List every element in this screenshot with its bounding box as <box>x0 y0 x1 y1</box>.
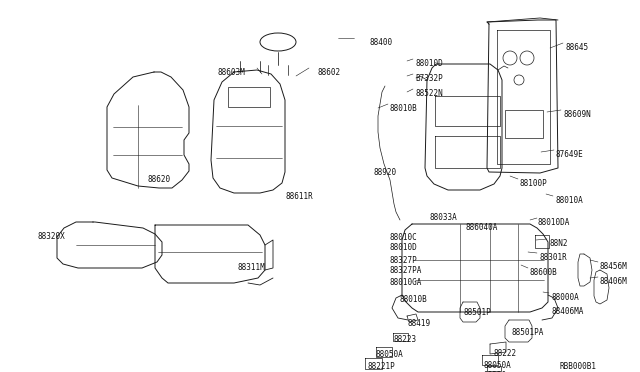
Text: 88603M: 88603M <box>218 68 246 77</box>
Text: 88327P: 88327P <box>390 256 418 265</box>
Text: 88501PA: 88501PA <box>512 328 545 337</box>
Text: 88010A: 88010A <box>555 196 583 205</box>
Text: 88220: 88220 <box>483 371 506 372</box>
Text: 88050A: 88050A <box>376 350 404 359</box>
Bar <box>505 110 543 138</box>
Text: 88010B: 88010B <box>390 104 418 113</box>
Text: 88400: 88400 <box>370 38 393 47</box>
Text: 88456M: 88456M <box>600 262 628 271</box>
Text: 88320X: 88320X <box>38 232 66 241</box>
Bar <box>228 87 270 107</box>
Text: 88406M: 88406M <box>600 277 628 286</box>
Text: 88522N: 88522N <box>415 89 443 98</box>
Text: 88600B: 88600B <box>530 268 557 277</box>
Text: B7332P: B7332P <box>415 74 443 83</box>
Text: 88327PA: 88327PA <box>390 266 422 275</box>
Text: 88620: 88620 <box>148 175 171 184</box>
Text: 88611R: 88611R <box>286 192 314 201</box>
Text: 88223: 88223 <box>394 335 417 344</box>
Text: 88311M: 88311M <box>238 263 266 272</box>
Text: 886040A: 886040A <box>466 223 499 232</box>
Text: 88010DA: 88010DA <box>537 218 570 227</box>
Text: 88010D: 88010D <box>390 243 418 252</box>
Text: 88645: 88645 <box>565 43 588 52</box>
Text: 88222: 88222 <box>494 349 517 358</box>
Text: 88602: 88602 <box>317 68 340 77</box>
Text: 88033A: 88033A <box>430 213 458 222</box>
Text: 88050A: 88050A <box>483 361 511 370</box>
Text: 88406MA: 88406MA <box>551 307 584 316</box>
Text: 88100P: 88100P <box>520 179 548 188</box>
Text: 88419: 88419 <box>407 319 430 328</box>
Text: 88010C: 88010C <box>390 233 418 242</box>
Text: 87649E: 87649E <box>556 150 584 159</box>
Text: 88609N: 88609N <box>563 110 591 119</box>
Text: 88301R: 88301R <box>539 253 567 262</box>
Text: 88010D: 88010D <box>415 59 443 68</box>
Text: 88N2: 88N2 <box>549 239 568 248</box>
Text: 88501P: 88501P <box>464 308 492 317</box>
Text: 88221P: 88221P <box>367 362 395 371</box>
Text: 88920: 88920 <box>374 168 397 177</box>
Text: RBB000B1: RBB000B1 <box>560 362 597 371</box>
Text: 88000A: 88000A <box>551 293 579 302</box>
Text: 88010GA: 88010GA <box>390 278 422 287</box>
Text: 88010B: 88010B <box>400 295 428 304</box>
